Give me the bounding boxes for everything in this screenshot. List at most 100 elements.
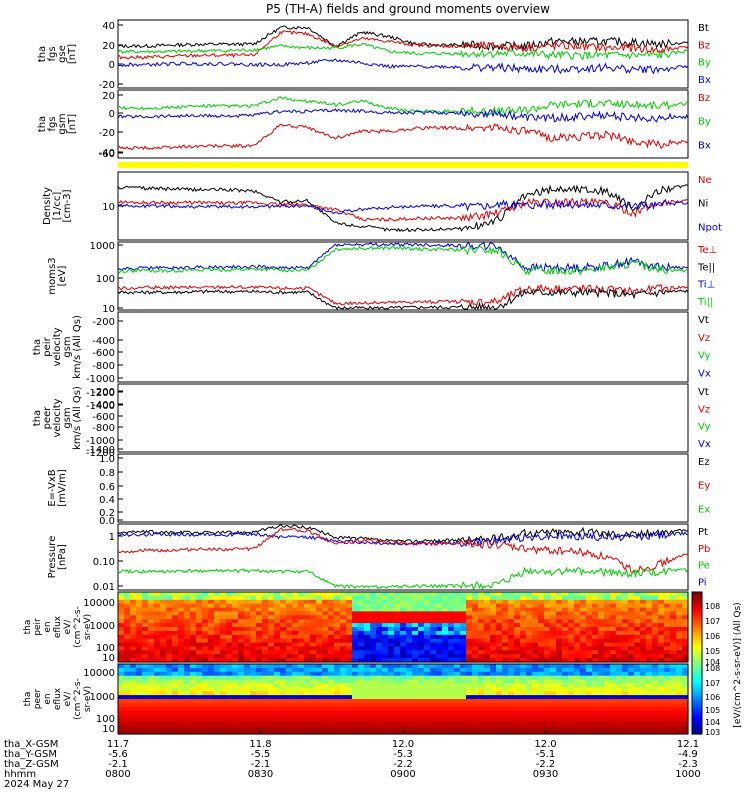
spectrogram-cell: [298, 623, 305, 628]
spectrogram-cell: [412, 630, 419, 636]
spectrogram-cell: [436, 592, 443, 597]
spectrogram-cell: [598, 667, 605, 673]
spectrogram-cell: [136, 664, 143, 669]
spectrogram-cell: [598, 710, 605, 716]
spectrogram-cell: [652, 671, 659, 677]
colorbar-step: [692, 594, 702, 598]
spectrogram-cell: [556, 726, 563, 731]
spectrogram-cell: [286, 599, 293, 605]
spectrogram-cell: [400, 650, 407, 655]
spectrogram-cell: [220, 691, 227, 696]
spectrogram-cell: [400, 702, 407, 708]
spectrogram-cell: [310, 615, 317, 620]
spectrogram-cell: [670, 726, 677, 731]
spectrogram-cell: [148, 714, 155, 720]
spectrogram-cell: [190, 691, 197, 696]
spectrogram-cell: [436, 642, 443, 648]
spectrogram-cell: [292, 592, 299, 597]
spectrogram-cell: [340, 671, 347, 677]
spectrogram-cell: [370, 623, 377, 628]
spectrogram-cell: [640, 599, 647, 605]
series-By: [117, 42, 689, 61]
legend-Bz: Bz: [698, 93, 710, 104]
spectrogram-cell: [550, 642, 557, 648]
spectrogram-cell: [214, 599, 221, 605]
spectrogram-cell: [292, 722, 299, 727]
spectrogram-cell: [676, 679, 683, 685]
spectrogram-cell: [370, 683, 377, 688]
spectrogram-cell: [424, 699, 431, 704]
spectrogram-cell: [262, 679, 269, 685]
spectrogram-cell: [280, 687, 287, 692]
spectrogram-cell: [574, 679, 581, 685]
spectrogram-cell: [184, 679, 191, 685]
spectrogram-cell: [238, 699, 245, 704]
spectrogram-cell: [124, 702, 131, 708]
spectrogram-cell: [304, 607, 311, 613]
spectrogram-cell: [118, 599, 125, 605]
spectrogram-cell: [394, 722, 401, 727]
spectrogram-cell: [310, 592, 317, 597]
spectrogram-cell: [586, 595, 593, 601]
panel-ylabel: tha: [32, 339, 43, 355]
spectrogram-cell: [634, 718, 641, 723]
spectrogram-cell: [538, 710, 545, 716]
spectrogram-cell: [190, 726, 197, 731]
spectrogram-cell: [520, 675, 527, 681]
spectrogram-cell: [304, 654, 311, 659]
spectrogram-cell: [670, 730, 677, 735]
spectrogram-cell: [136, 650, 143, 655]
spectrogram-cell: [568, 718, 575, 723]
spectrogram-cell: [196, 611, 203, 616]
legend-Pi: Pi: [698, 577, 707, 588]
spectrogram-cell: [604, 654, 611, 659]
legend-Bt: Bt: [698, 23, 709, 34]
spectrogram-cell: [352, 646, 359, 651]
spectrogram-cell: [454, 679, 461, 685]
spectrogram-cell: [508, 726, 515, 731]
spectrogram-cell: [448, 592, 455, 597]
spectrogram-cell: [310, 642, 317, 648]
spectrogram-cell: [556, 675, 563, 681]
spectrogram-cell: [250, 611, 257, 616]
spectrogram-cell: [454, 627, 461, 632]
spectrogram-cell: [268, 627, 275, 632]
y-tick-label: 1000: [90, 692, 115, 703]
spectrogram-cell: [502, 619, 509, 624]
spectrogram-cell: [298, 687, 305, 692]
spectrogram-cell: [526, 691, 533, 696]
spectrogram-cell: [634, 654, 641, 659]
spectrogram-cell: [586, 679, 593, 685]
series-Bt: [117, 25, 689, 52]
spectrogram-cell: [568, 595, 575, 601]
spectrogram-cell: [334, 691, 341, 696]
spectrogram-cell: [580, 675, 587, 681]
spectrogram-cell: [604, 623, 611, 628]
spectrogram-cell: [376, 646, 383, 651]
spectrogram-cell: [310, 710, 317, 716]
spectrogram-cell: [616, 654, 623, 659]
spectrogram-cell: [178, 699, 185, 704]
spectrogram-cell: [292, 599, 299, 605]
spectrogram-cell: [556, 630, 563, 636]
spectrogram-cell: [454, 630, 461, 636]
spectrogram-cell: [268, 671, 275, 677]
spectrogram-cell: [508, 654, 515, 659]
spectrogram-cell: [238, 646, 245, 651]
spectrogram-cell: [406, 679, 413, 685]
spectrogram-cell: [442, 634, 449, 640]
spectrogram-cell: [682, 634, 689, 640]
spectrogram-cell: [184, 726, 191, 731]
spectrogram-cell: [250, 658, 257, 663]
spectrogram-cell: [244, 615, 251, 620]
spectrogram-cell: [124, 714, 131, 720]
spectrogram-cell: [670, 650, 677, 655]
spectrogram-cell: [676, 658, 683, 663]
spectrogram-cell: [538, 650, 545, 655]
spectrogram-cell: [262, 726, 269, 731]
x-tick-label-hhmm: 0800: [105, 769, 130, 780]
spectrogram-cell: [124, 599, 131, 605]
spectrogram-cell: [316, 595, 323, 601]
spectrogram-cell: [130, 650, 137, 655]
spectrogram-cell: [562, 650, 569, 655]
